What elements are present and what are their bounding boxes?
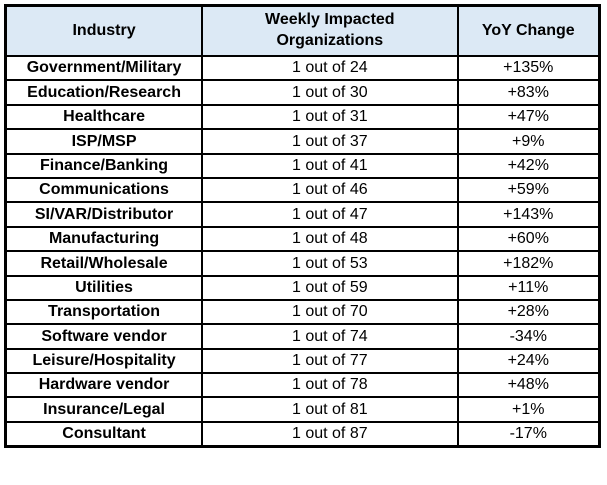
table-row: Healthcare 1 out of 31 +47% bbox=[4, 103, 601, 131]
column-header-label: Weekly Impacted Organizations bbox=[265, 11, 395, 49]
impacted-organizations-cell: 1 out of 81 bbox=[201, 396, 459, 423]
industry-cell: Finance/Banking bbox=[4, 152, 204, 179]
yoy-change-cell: +135% bbox=[456, 54, 601, 82]
table-row: Software vendor 1 out of 74 -34% bbox=[4, 323, 601, 350]
impacted-organizations-cell: 1 out of 46 bbox=[201, 176, 459, 204]
industry-cell: Insurance/Legal bbox=[4, 396, 204, 423]
column-header-weekly-impacted: Weekly Impacted Organizations bbox=[201, 4, 459, 57]
table-row: Hardware vendor 1 out of 78 +48% bbox=[4, 372, 601, 399]
column-header-label: Industry bbox=[72, 21, 136, 39]
yoy-change-cell: +28% bbox=[456, 298, 601, 326]
yoy-change-cell: +48% bbox=[456, 372, 601, 399]
industry-cell: SI/VAR/Distributor bbox=[4, 201, 204, 228]
industry-cell: Leisure/Hospitality bbox=[4, 347, 204, 375]
industry-cell: Retail/Wholesale bbox=[4, 250, 204, 277]
impacted-organizations-cell: 1 out of 87 bbox=[201, 420, 459, 448]
table-row: Leisure/Hospitality 1 out of 77 +24% bbox=[4, 347, 601, 375]
industry-cell: Healthcare bbox=[4, 103, 204, 131]
impacted-organizations-cell: 1 out of 48 bbox=[201, 225, 459, 253]
yoy-change-cell: +59% bbox=[456, 176, 601, 204]
impacted-organizations-cell: 1 out of 53 bbox=[201, 250, 459, 277]
column-header-industry: Industry bbox=[4, 4, 204, 57]
impacted-organizations-cell: 1 out of 37 bbox=[201, 128, 459, 155]
industry-cell: Software vendor bbox=[4, 323, 204, 350]
industry-cell: Transportation bbox=[4, 298, 204, 326]
industry-cell: Government/Military bbox=[4, 54, 204, 82]
table-row: ISP/MSP 1 out of 37 +9% bbox=[4, 128, 601, 155]
table-row: SI/VAR/Distributor 1 out of 47 +143% bbox=[4, 201, 601, 228]
table-row: Communications 1 out of 46 +59% bbox=[4, 176, 601, 204]
yoy-change-cell: -34% bbox=[456, 323, 601, 350]
industry-cell: Manufacturing bbox=[4, 225, 204, 253]
industry-cell: Education/Research bbox=[4, 79, 204, 106]
industry-cell: ISP/MSP bbox=[4, 128, 204, 155]
impacted-organizations-cell: 1 out of 77 bbox=[201, 347, 459, 375]
yoy-change-cell: +60% bbox=[456, 225, 601, 253]
table-row: Retail/Wholesale 1 out of 53 +182% bbox=[4, 250, 601, 277]
impacted-organizations-cell: 1 out of 30 bbox=[201, 79, 459, 106]
yoy-change-cell: +9% bbox=[456, 128, 601, 155]
table-row: Transportation 1 out of 70 +28% bbox=[4, 298, 601, 326]
impacted-organizations-cell: 1 out of 41 bbox=[201, 152, 459, 179]
impacted-organizations-cell: 1 out of 24 bbox=[201, 54, 459, 82]
yoy-change-cell: +83% bbox=[456, 79, 601, 106]
column-header-yoy-change: YoY Change bbox=[456, 4, 601, 57]
impacted-organizations-cell: 1 out of 59 bbox=[201, 274, 459, 301]
impacted-organizations-cell: 1 out of 78 bbox=[201, 372, 459, 399]
impacted-organizations-cell: 1 out of 31 bbox=[201, 103, 459, 131]
table-row: Utilities 1 out of 59 +11% bbox=[4, 274, 601, 301]
yoy-change-cell: +42% bbox=[456, 152, 601, 179]
industry-cell: Consultant bbox=[4, 420, 204, 448]
table-row: Government/Military 1 out of 24 +135% bbox=[4, 54, 601, 82]
table-row: Finance/Banking 1 out of 41 +42% bbox=[4, 152, 601, 179]
table-row: Insurance/Legal 1 out of 81 +1% bbox=[4, 396, 601, 423]
industry-cell: Communications bbox=[4, 176, 204, 204]
yoy-change-cell: +1% bbox=[456, 396, 601, 423]
yoy-change-cell: -17% bbox=[456, 420, 601, 448]
impacted-organizations-cell: 1 out of 47 bbox=[201, 201, 459, 228]
yoy-change-cell: +47% bbox=[456, 103, 601, 131]
yoy-change-cell: +24% bbox=[456, 347, 601, 375]
yoy-change-cell: +11% bbox=[456, 274, 601, 301]
table-row: Manufacturing 1 out of 48 +60% bbox=[4, 225, 601, 253]
industry-cell: Utilities bbox=[4, 274, 204, 301]
yoy-change-cell: +143% bbox=[456, 201, 601, 228]
impacted-organizations-cell: 1 out of 74 bbox=[201, 323, 459, 350]
impacted-organizations-cell: 1 out of 70 bbox=[201, 298, 459, 326]
table-row: Consultant 1 out of 87 -17% bbox=[4, 420, 601, 448]
yoy-change-cell: +182% bbox=[456, 250, 601, 277]
industry-impact-table: Industry Weekly Impacted Organizations YoY… bbox=[4, 4, 601, 449]
industry-cell: Hardware vendor bbox=[4, 372, 204, 399]
column-header-label: YoY Change bbox=[481, 21, 575, 39]
header-row: Industry Weekly Impacted Organizations YoY… bbox=[4, 4, 601, 57]
table-header: Industry Weekly Impacted Organizations YoY… bbox=[4, 4, 601, 57]
table-body: Government/Military 1 out of 24 +135% Educa… bbox=[4, 54, 601, 448]
table-row: Education/Research 1 out of 30 +83% bbox=[4, 79, 601, 106]
